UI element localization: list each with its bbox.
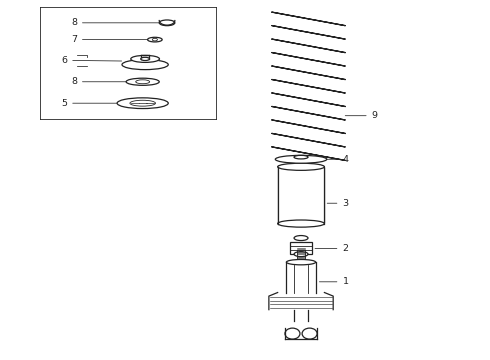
Ellipse shape: [278, 163, 324, 170]
Ellipse shape: [141, 57, 149, 60]
Text: 4: 4: [320, 155, 348, 164]
Ellipse shape: [278, 220, 324, 227]
Text: 3: 3: [327, 199, 348, 208]
Ellipse shape: [117, 98, 168, 109]
Text: 9: 9: [345, 111, 378, 120]
Ellipse shape: [131, 55, 159, 62]
Ellipse shape: [152, 38, 157, 41]
Ellipse shape: [122, 60, 168, 69]
Ellipse shape: [126, 78, 159, 85]
Ellipse shape: [294, 235, 308, 240]
Text: 2: 2: [315, 244, 348, 253]
Ellipse shape: [130, 100, 155, 106]
Text: 1: 1: [319, 277, 348, 286]
Ellipse shape: [275, 156, 327, 163]
Ellipse shape: [159, 20, 175, 26]
Text: 5: 5: [61, 99, 117, 108]
Bar: [290, 242, 312, 254]
Ellipse shape: [136, 80, 149, 84]
Ellipse shape: [294, 156, 308, 159]
Ellipse shape: [287, 260, 316, 265]
Ellipse shape: [294, 252, 308, 257]
Bar: [278, 167, 324, 224]
Ellipse shape: [147, 37, 162, 42]
Text: 8: 8: [71, 77, 126, 86]
Text: 7: 7: [71, 35, 147, 44]
Text: 8: 8: [71, 18, 160, 27]
Text: 6: 6: [61, 56, 122, 65]
